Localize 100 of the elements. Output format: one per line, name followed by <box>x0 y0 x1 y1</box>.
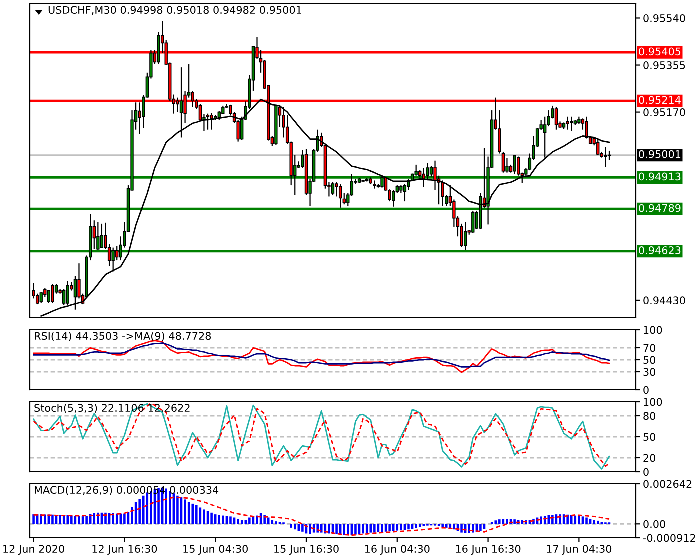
bar <box>165 488 168 524</box>
bar <box>264 515 266 524</box>
bar <box>388 524 391 532</box>
candlestick <box>51 284 54 304</box>
bar <box>354 524 357 535</box>
bar <box>59 515 62 524</box>
candlestick <box>502 151 506 174</box>
bar <box>248 518 251 524</box>
bar <box>521 520 524 524</box>
bar <box>347 524 350 536</box>
bar <box>192 504 194 524</box>
bar <box>196 505 198 524</box>
bar <box>66 515 70 524</box>
bar <box>494 520 497 524</box>
bar <box>460 524 463 533</box>
bar <box>506 519 508 524</box>
bar <box>52 514 54 524</box>
bar <box>302 524 304 532</box>
bar <box>138 499 141 524</box>
bar <box>374 524 376 533</box>
bar <box>418 524 422 528</box>
bar <box>370 524 372 533</box>
ref-line-label: 0.94789 <box>639 204 681 212</box>
candlestick <box>62 288 66 306</box>
bar <box>184 500 186 524</box>
bar <box>78 516 80 524</box>
y-tick-label: 0 <box>644 468 649 476</box>
line-series <box>33 340 610 374</box>
ref-line-label: 0.95214 <box>639 96 681 104</box>
bar <box>498 520 501 524</box>
bar <box>445 524 448 528</box>
candlestick <box>74 276 78 310</box>
y-tick-label: 0.95170 <box>644 108 686 116</box>
bar <box>97 512 100 524</box>
candlestick <box>596 138 600 156</box>
y-tick-label: 30 <box>644 368 656 376</box>
candlestick <box>544 116 547 158</box>
bar <box>392 524 395 532</box>
bar <box>298 524 300 532</box>
candlestick <box>604 146 608 168</box>
y-tick-label: -0.000912 <box>643 534 696 542</box>
x-tick-label: 12 Jun 2020 <box>4 545 64 555</box>
bar <box>86 516 88 524</box>
candlestick <box>338 184 342 208</box>
bar <box>343 524 346 536</box>
y-tick-label: 100 <box>644 398 662 406</box>
y-tick-label: 80 <box>644 412 656 420</box>
bar <box>328 524 330 534</box>
bar <box>442 524 444 528</box>
candlestick <box>66 280 70 306</box>
bar <box>275 522 278 524</box>
y-tick-label: 0.00 <box>644 520 666 528</box>
bar <box>210 512 213 524</box>
ref-line-label: 0.94913 <box>639 172 681 181</box>
x-tick-label: 16 Jun 04:30 <box>365 545 430 555</box>
bar <box>396 524 399 531</box>
bar <box>384 524 388 532</box>
bar <box>222 516 224 524</box>
line-series <box>33 342 610 368</box>
bar <box>237 519 240 524</box>
bar <box>400 524 402 531</box>
candlestick <box>342 192 346 206</box>
bar <box>44 514 46 524</box>
bar <box>230 516 232 524</box>
bar <box>586 518 588 524</box>
x-tick-label: 16 Jun 16:30 <box>456 545 521 555</box>
bar <box>411 524 414 530</box>
bar <box>593 520 596 524</box>
bar <box>514 520 516 524</box>
y-tick-label: 70 <box>644 344 656 352</box>
y-tick-label: 50 <box>644 356 656 364</box>
x-tick-label: 15 Jun 04:30 <box>184 545 248 555</box>
bar <box>381 524 384 532</box>
bar <box>124 514 126 524</box>
chart-title: USDCHF,M30 0.94998 0.95018 0.94982 0.95001 <box>48 6 302 16</box>
candlestick <box>47 289 51 304</box>
candlestick <box>506 158 509 174</box>
bar <box>472 524 474 533</box>
bar <box>362 524 364 534</box>
y-tick-label: 0.95355 <box>644 62 686 70</box>
bar <box>316 524 319 533</box>
candlestick <box>566 116 570 130</box>
bar <box>336 524 338 534</box>
bar <box>578 516 580 524</box>
bar <box>453 524 456 530</box>
y-tick-label: 0.002642 <box>644 480 692 488</box>
ref-line-label: 0.95001 <box>639 150 681 158</box>
candlestick <box>210 112 214 130</box>
x-tick-label: 15 Jun 16:30 <box>274 545 339 555</box>
y-tick-label: 20 <box>644 454 656 462</box>
bar <box>415 524 418 528</box>
bar <box>596 520 600 524</box>
candlestick <box>116 245 119 262</box>
bar <box>309 524 312 534</box>
ref-line-label: 0.94623 <box>639 246 681 254</box>
candlestick <box>331 182 335 196</box>
y-tick-label: 0.94430 <box>644 296 686 305</box>
candlestick <box>554 106 558 130</box>
x-tick-label: 12 Jun 16:30 <box>92 545 158 555</box>
bar <box>218 515 221 524</box>
